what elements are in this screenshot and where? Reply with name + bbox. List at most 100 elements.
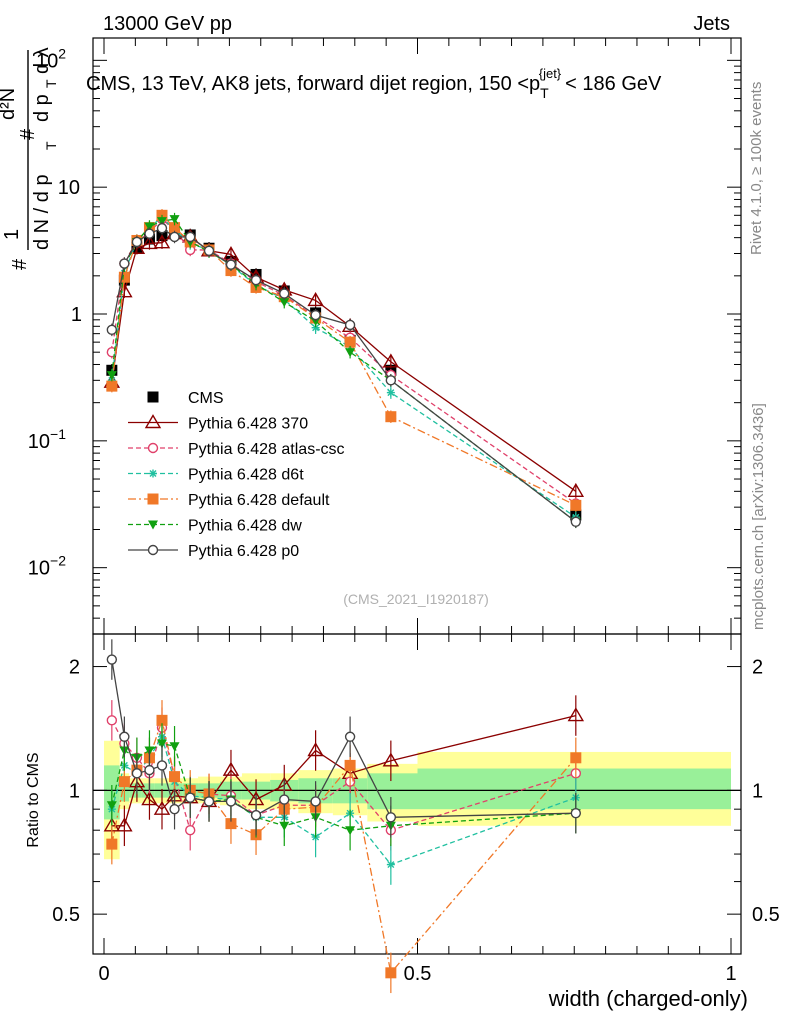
point-main-6-2 [131, 236, 143, 248]
legend-marker-2 [147, 442, 159, 454]
y-label-hash2: # [17, 128, 39, 140]
point-ratio-1-14 [567, 707, 585, 722]
y-tick-label-0: 10−2 [28, 553, 66, 580]
point-main-5-5 [169, 215, 180, 225]
point-main-6-1 [119, 258, 130, 269]
point-ratio-4-5 [169, 771, 181, 783]
y-label-dpt: d p [31, 94, 53, 122]
point-ratio-1-13 [382, 752, 400, 767]
point-ratio-5-4 [156, 739, 167, 749]
y-label-dn: d N / d p [31, 174, 53, 250]
point-ratio-3-13 [386, 860, 395, 869]
series-line-main-5 [111, 218, 577, 523]
point-ratio-4-4 [156, 714, 168, 726]
point-main-4-0 [106, 380, 118, 392]
analysis-tag: (CMS_2021_I1920187) [343, 591, 489, 607]
x-tick-label-1: 0.5 [404, 963, 432, 985]
point-main-6-11 [310, 309, 321, 321]
legend-marker-4 [147, 493, 159, 505]
point-ratio-6-3 [144, 764, 155, 776]
legend-marker-1 [144, 414, 162, 429]
legend-label-1: Pythia 6.428 370 [188, 416, 308, 433]
point-ratio-6-11 [310, 796, 321, 807]
series-line-main-4 [111, 214, 577, 506]
point-ratio-4-14 [570, 752, 582, 764]
point-ratio-4-13 [385, 967, 397, 979]
x-axis-label: width (charged-only) [548, 986, 748, 1011]
point-ratio-2-6 [185, 825, 196, 836]
ratio-tick-label-right-1: 1 [752, 780, 763, 802]
series-line-main-2 [111, 218, 577, 505]
point-ratio-6-12 [344, 731, 356, 742]
rivet-label: Rivet 4.1.0, ≥ 100k events [748, 82, 765, 255]
legend-marker-6 [147, 544, 159, 556]
legend-label-6: Pythia 6.428 p0 [188, 543, 299, 560]
x-tick-label-0: 0 [98, 963, 109, 985]
point-main-5-3 [144, 222, 155, 232]
point-main-6-5 [169, 231, 180, 243]
legend-marker-0 [147, 391, 159, 403]
chart-title: CMS, 13 TeV, AK8 jets, forward dijet reg… [86, 66, 662, 101]
legend-label-4: Pythia 6.428 default [188, 492, 330, 509]
point-ratio-6-14 [570, 807, 582, 819]
series-layer [103, 209, 585, 994]
x-tick-label-2: 1 [725, 963, 736, 985]
point-ratio-1-11 [307, 742, 324, 757]
header-right: Jets [693, 13, 730, 35]
point-main-1-3 [141, 235, 158, 250]
point-ratio-6-10 [279, 794, 290, 805]
legend-marker-3 [149, 469, 157, 478]
y-tick-label-2: 1 [71, 304, 82, 326]
point-ratio-6-2 [131, 768, 143, 779]
point-main-1-13 [382, 353, 400, 368]
point-ratio-5-5 [169, 742, 180, 752]
band-green-13 [367, 773, 418, 810]
legend-label-3: Pythia 6.428 d6t [188, 467, 304, 484]
series-6 [106, 221, 582, 838]
point-main-1-14 [567, 482, 585, 498]
legend-label-0: CMS [188, 390, 224, 407]
point-main-6-13 [385, 375, 397, 386]
point-main-1-11 [307, 292, 324, 307]
mcplots-label: mcplots.cern.ch [arXiv:1306.3436] [750, 403, 767, 630]
point-main-6-9 [250, 274, 262, 286]
series-0 [106, 226, 582, 522]
point-ratio-6-4 [156, 760, 168, 771]
header-left: 13000 GeV pp [103, 13, 232, 35]
point-main-6-0 [106, 324, 118, 336]
point-ratio-5-10 [279, 821, 290, 831]
point-main-3-13 [386, 388, 395, 397]
ratio-y-label: Ratio to CMS [25, 752, 42, 847]
point-main-6-12 [344, 319, 356, 331]
ratio-tick-label-right-0: 0.5 [752, 904, 780, 926]
y-tick-label-3: 10 [58, 177, 80, 199]
ratio-tick-label-right-2: 2 [752, 657, 763, 679]
point-main-6-10 [279, 288, 290, 299]
point-main-5-10 [279, 298, 290, 308]
y-label-hash: # [9, 258, 31, 270]
point-ratio-6-0 [106, 654, 118, 665]
y-label-t2: T [43, 79, 59, 88]
point-ratio-1-1 [116, 817, 133, 832]
legend-label-5: Pythia 6.428 dw [188, 518, 302, 535]
y-tick-exp: −1 [50, 426, 66, 442]
point-main-4-5 [169, 222, 181, 234]
point-ratio-6-7 [203, 796, 215, 807]
point-ratio-6-13 [385, 812, 397, 823]
point-main-6-3 [144, 228, 155, 239]
y-tick-label-1: 10−1 [28, 426, 66, 453]
point-ratio-6-8 [225, 796, 237, 807]
point-main-6-6 [185, 231, 196, 243]
y-tick-exp: −2 [50, 553, 66, 569]
point-ratio-5-0 [106, 801, 117, 811]
point-main-4-13 [385, 411, 397, 423]
point-ratio-6-1 [119, 731, 130, 742]
point-main-1-4 [153, 234, 171, 249]
point-main-5-12 [345, 348, 356, 358]
point-main-5-0 [106, 371, 117, 381]
legend-label-2: Pythia 6.428 atlas-csc [188, 441, 345, 458]
ratio-tick-label-1: 1 [69, 780, 80, 802]
point-main-5-4 [156, 217, 167, 227]
y-tick-exp: 2 [58, 45, 66, 61]
